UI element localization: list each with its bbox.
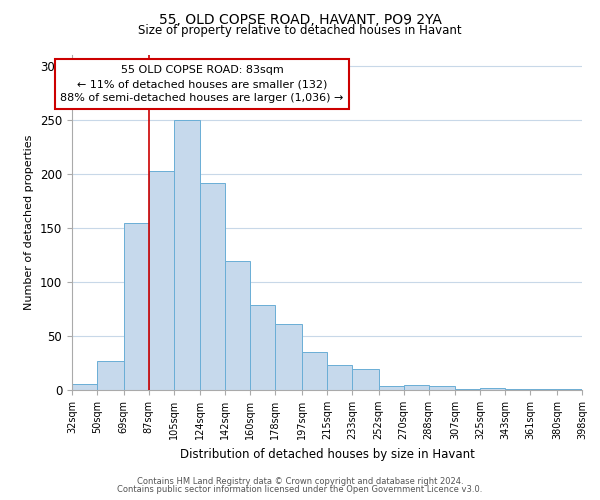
Bar	[480, 388, 505, 390]
Bar	[124, 222, 149, 390]
Bar	[225, 262, 250, 390]
Bar	[302, 352, 327, 390]
Bar	[149, 170, 174, 390]
Bar	[505, 389, 530, 390]
Bar	[327, 365, 352, 390]
Bar	[429, 386, 455, 390]
Bar	[379, 386, 404, 390]
Bar	[174, 120, 200, 390]
Text: Contains public sector information licensed under the Open Government Licence v3: Contains public sector information licen…	[118, 485, 482, 494]
Text: Size of property relative to detached houses in Havant: Size of property relative to detached ho…	[138, 24, 462, 37]
Bar	[200, 182, 225, 390]
Bar	[404, 384, 429, 390]
Bar	[455, 389, 480, 390]
Bar	[97, 361, 124, 390]
Text: 55, OLD COPSE ROAD, HAVANT, PO9 2YA: 55, OLD COPSE ROAD, HAVANT, PO9 2YA	[158, 12, 442, 26]
Bar	[250, 304, 275, 390]
Bar	[352, 370, 379, 390]
X-axis label: Distribution of detached houses by size in Havant: Distribution of detached houses by size …	[179, 448, 475, 460]
Text: Contains HM Land Registry data © Crown copyright and database right 2024.: Contains HM Land Registry data © Crown c…	[137, 477, 463, 486]
Y-axis label: Number of detached properties: Number of detached properties	[25, 135, 34, 310]
Bar	[557, 389, 583, 390]
Text: 55 OLD COPSE ROAD: 83sqm
← 11% of detached houses are smaller (132)
88% of semi-: 55 OLD COPSE ROAD: 83sqm ← 11% of detach…	[61, 65, 344, 103]
Bar	[72, 384, 97, 390]
Bar	[530, 389, 557, 390]
Bar	[275, 324, 302, 390]
